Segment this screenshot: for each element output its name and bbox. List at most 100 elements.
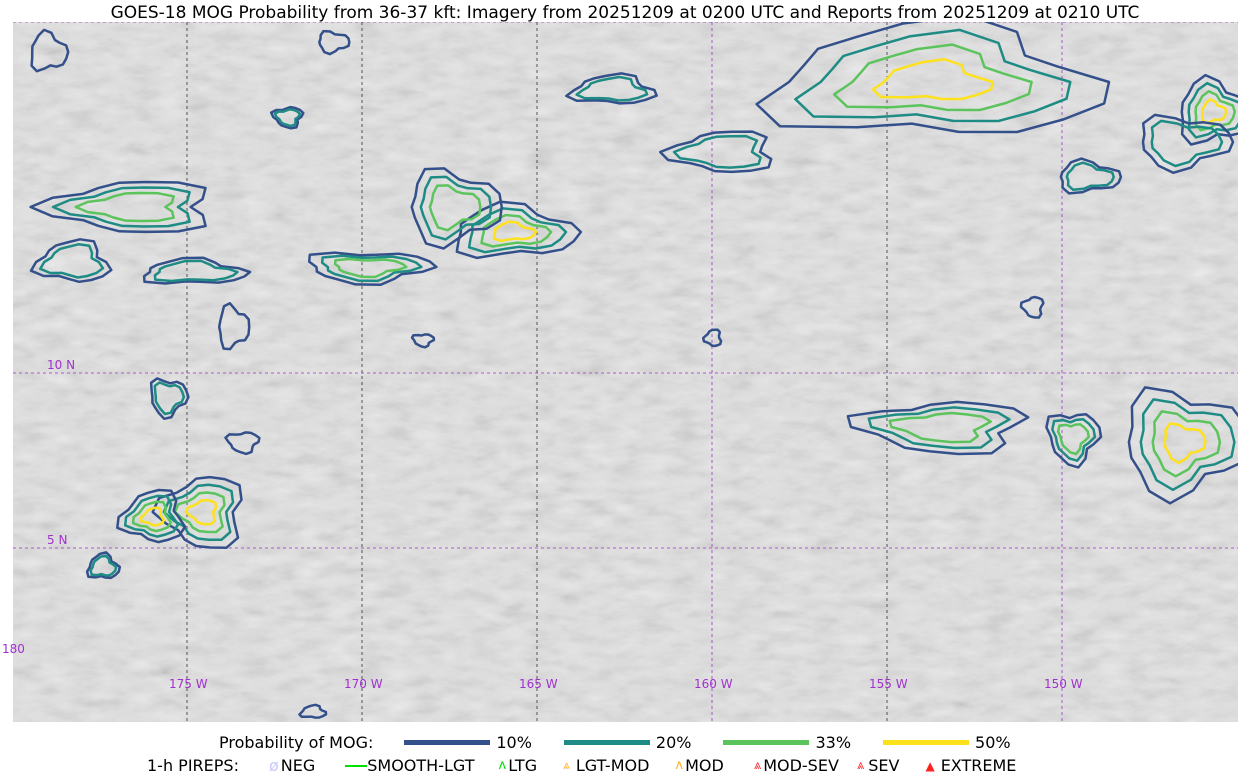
contour-50pct — [184, 498, 218, 526]
contour-33pct — [480, 213, 553, 248]
lon-label-170w: 170 W — [344, 677, 383, 691]
contour-10pct — [410, 167, 503, 250]
pirep-extreme: ▲ EXTREME — [925, 756, 1017, 775]
legend-20: 20% — [563, 733, 724, 752]
sev-icon: ⩓ — [856, 758, 865, 773]
probability-legend-title: Probability of MOG: — [219, 733, 374, 752]
mod-sev-icon: ⩓ — [753, 758, 762, 773]
smooth-lgt-icon — [345, 764, 368, 767]
pirep-mod-sev: ⩓ MOD-SEV — [753, 756, 839, 775]
contour-10pct — [565, 72, 658, 105]
ltg-icon: ʌ — [498, 758, 507, 773]
contour-10pct — [269, 105, 305, 130]
contour-10pct — [307, 251, 438, 287]
contour-50pct — [1163, 422, 1207, 465]
contour-33pct — [131, 500, 173, 533]
lon-label-175w: 175 W — [169, 677, 208, 691]
lon-label-180: 180 — [2, 642, 25, 656]
pirep-ltg: ʌ LTG — [498, 756, 538, 775]
contour-20pct — [123, 494, 180, 538]
pireps-legend-title: 1-h PIREPS: — [147, 756, 239, 775]
contour-20pct — [1065, 161, 1115, 192]
contour-10pct — [410, 333, 436, 349]
satellite-map — [13, 22, 1238, 722]
pirep-sev: ⩓ SEV — [856, 756, 900, 775]
contour-10pct — [217, 302, 251, 351]
contour-20pct — [1051, 418, 1097, 462]
extreme-icon: ▲ — [925, 758, 935, 773]
contour-10pct — [224, 431, 261, 456]
contour-33pct — [888, 411, 992, 444]
mog-contours — [29, 22, 1238, 719]
contour-10pct — [701, 328, 723, 348]
neg-icon: ø — [268, 756, 279, 775]
contour-10pct — [846, 400, 1030, 456]
map-title: GOES-18 MOG Probability from 36-37 kft: … — [110, 3, 1140, 23]
contour-20pct — [1139, 398, 1236, 492]
contour-33pct — [1151, 410, 1222, 478]
contour-20pct — [867, 406, 1011, 450]
contour-10pct — [29, 180, 207, 234]
lon-label-165w: 165 W — [519, 677, 558, 691]
contour-10pct — [1059, 157, 1123, 195]
contour-20pct — [273, 108, 302, 128]
lon-label-155w: 155 W — [869, 677, 908, 691]
pirep-lgt-mod: ⩓ LGT-MOD — [563, 756, 650, 775]
contour-20pct — [153, 381, 186, 416]
swatch-50 — [883, 740, 970, 745]
contour-10pct — [151, 475, 243, 549]
lon-label-150w: 150 W — [1044, 677, 1083, 691]
contour-20pct — [320, 254, 423, 283]
pirep-neg: ø NEG — [268, 756, 316, 775]
swatch-10 — [404, 740, 491, 745]
contour-50pct — [492, 220, 538, 243]
contour-20pct — [467, 207, 568, 254]
contour-10pct — [30, 28, 70, 73]
contour-20pct — [89, 554, 118, 577]
contour-50pct — [871, 58, 995, 101]
probability-legend: Probability of MOG: 10% 20% 33% 50% — [219, 733, 1011, 752]
contour-20pct — [419, 175, 493, 241]
contour-33pct — [74, 191, 175, 223]
contour-10pct — [29, 238, 113, 284]
legend-10: 10% — [404, 733, 564, 752]
contour-33pct — [832, 43, 1033, 112]
contour-10pct — [1127, 386, 1238, 505]
contour-33pct — [1056, 423, 1090, 456]
contour-10pct — [1045, 413, 1103, 469]
legend-50: 50% — [883, 733, 1011, 752]
contour-33pct — [333, 257, 408, 279]
pirep-smooth-lgt: SMOOTH-LGT — [345, 756, 498, 775]
contour-10pct — [116, 488, 187, 544]
imagery-background — [13, 22, 1238, 722]
mod-icon: ʌ — [675, 758, 684, 773]
contour-20pct — [575, 75, 649, 102]
contour-10pct — [455, 200, 583, 260]
contour-10pct — [1019, 295, 1045, 319]
contour-10pct — [658, 130, 773, 174]
contour-10pct — [318, 29, 351, 56]
contour-20pct — [153, 259, 239, 283]
contour-20pct — [672, 134, 762, 169]
contour-50pct — [1201, 98, 1228, 125]
pirep-mod: ʌ MOD — [675, 756, 724, 775]
lat-label-5n: 5 N — [47, 533, 68, 547]
swatch-20 — [563, 740, 650, 745]
contour-20pct — [39, 243, 105, 279]
contour-10pct — [142, 256, 252, 285]
contour-10pct — [1141, 113, 1235, 175]
contour-10pct — [149, 377, 190, 421]
contour-20pct — [794, 28, 1072, 123]
lat-label-10n: 10 N — [47, 358, 76, 372]
lon-label-160w: 160 W — [694, 677, 733, 691]
contour-20pct — [51, 186, 191, 228]
contour-50pct — [139, 506, 166, 527]
contour-10pct — [755, 22, 1111, 134]
contour-33pct — [428, 184, 482, 232]
contour-10pct — [85, 551, 122, 580]
lgt-mod-icon: ⩓ — [563, 758, 570, 772]
contour-20pct — [1150, 119, 1224, 168]
swatch-33 — [723, 740, 810, 745]
legend-33: 33% — [723, 733, 883, 752]
contour-10pct — [298, 703, 328, 719]
